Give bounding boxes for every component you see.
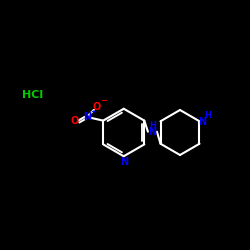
Text: H: H <box>204 111 211 120</box>
Text: +: + <box>90 108 96 114</box>
Text: N: N <box>198 117 206 127</box>
Text: N: N <box>83 112 91 122</box>
Text: H: H <box>149 121 156 130</box>
Text: O: O <box>71 116 79 126</box>
Text: −: − <box>100 96 107 106</box>
Text: N: N <box>120 157 128 167</box>
Text: N: N <box>148 127 156 137</box>
Text: O: O <box>92 102 100 113</box>
Text: HCl: HCl <box>22 90 43 100</box>
